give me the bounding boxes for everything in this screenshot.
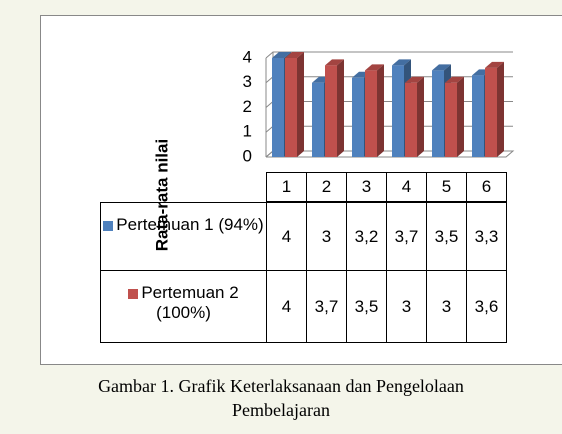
cell-text: 3,7	[314, 296, 339, 316]
data-label: 3	[426, 270, 467, 343]
cell-text: 3,5	[354, 296, 379, 316]
x-tick-label: 6	[466, 172, 507, 202]
bar	[365, 64, 384, 157]
y-tick-label: 4	[243, 47, 252, 66]
data-label: 3,7	[306, 270, 347, 343]
cell-text: 3	[361, 177, 372, 196]
bar-front	[365, 70, 377, 157]
bar	[285, 52, 304, 157]
x-tick-label: 5	[426, 172, 467, 202]
cell-text: 5	[441, 177, 452, 196]
cell-text: 3,3	[474, 226, 499, 246]
bar-front	[312, 82, 324, 157]
bar-top	[272, 52, 291, 58]
bar-top	[432, 64, 451, 71]
bar-front	[432, 70, 444, 157]
bar-front	[445, 82, 457, 157]
bar-top	[365, 64, 384, 71]
cell-text: 4	[281, 226, 292, 246]
legend-entry: Pertemuan 2 (100%)	[100, 270, 267, 343]
y-tick-label: 2	[243, 97, 252, 116]
data-label: 3,5	[426, 202, 467, 271]
bar-front	[272, 58, 284, 157]
bar-front	[392, 65, 404, 157]
cell-text: 3,5	[434, 226, 459, 246]
cell-text: 4	[401, 177, 412, 196]
x-tick-label: 2	[306, 172, 347, 202]
x-tick-label: 1	[266, 172, 307, 202]
y-tick-label: 1	[243, 122, 252, 141]
bar-front	[472, 75, 484, 157]
cell-text: Pertemuan 2 (100%)	[141, 283, 239, 322]
y-axis-title: Rata-rata nilai	[152, 139, 171, 251]
caption: Gambar 1. Grafik Keterlaksanaan dan Peng…	[98, 376, 464, 396]
bar-front	[405, 82, 417, 157]
x-tick-label: 3	[346, 172, 387, 202]
cell-text: Pertemuan 1 (94%)	[116, 215, 264, 234]
cell-text: 2	[321, 177, 332, 196]
bar-side	[457, 76, 464, 157]
bar-side	[497, 61, 504, 157]
bar-front	[285, 58, 297, 157]
y-tick-label: 0	[243, 146, 252, 165]
bar-top	[325, 59, 344, 66]
bar-side	[337, 59, 344, 157]
bar-front	[325, 65, 337, 157]
data-label: 3,2	[346, 202, 387, 271]
bar-side	[297, 52, 304, 157]
bar	[405, 76, 424, 157]
legend-entry: Pertemuan 1 (94%)	[100, 202, 267, 271]
data-label: 3,7	[386, 202, 427, 271]
cell-text: 4	[281, 296, 292, 316]
cell-text: 3,7	[394, 226, 419, 246]
data-label: 3	[306, 202, 347, 271]
data-label: 3,5	[346, 270, 387, 343]
x-tick-label: 4	[386, 172, 427, 202]
bar-top	[485, 61, 504, 68]
cell-text: 1	[281, 177, 292, 196]
caption: Pembelajaran	[232, 400, 330, 420]
bar	[325, 59, 344, 157]
cell-text: 3,6	[474, 296, 499, 316]
cell-text: 3,2	[354, 226, 379, 246]
bar	[485, 61, 504, 157]
cell-text: 3	[401, 296, 412, 316]
bar-top	[445, 76, 464, 83]
data-label: 4	[266, 202, 307, 271]
legend-swatch	[103, 220, 114, 231]
bar-top	[392, 59, 411, 66]
cell-text: 6	[481, 177, 492, 196]
data-label: 3,6	[466, 270, 507, 343]
bar-side	[417, 76, 424, 157]
bar	[445, 76, 464, 157]
grid-line	[265, 51, 513, 59]
bar-side	[377, 64, 384, 157]
bar-top	[285, 52, 304, 58]
cell-text: 3	[321, 226, 332, 246]
data-label: 3,3	[466, 202, 507, 271]
y-tick-label: 3	[243, 72, 252, 91]
bar-front	[352, 77, 364, 157]
bar-top	[405, 76, 424, 83]
data-label: 3	[386, 270, 427, 343]
bar-front	[485, 67, 497, 157]
cell-text: 3	[441, 296, 452, 316]
legend-swatch	[128, 288, 139, 299]
data-label: 4	[266, 270, 307, 343]
